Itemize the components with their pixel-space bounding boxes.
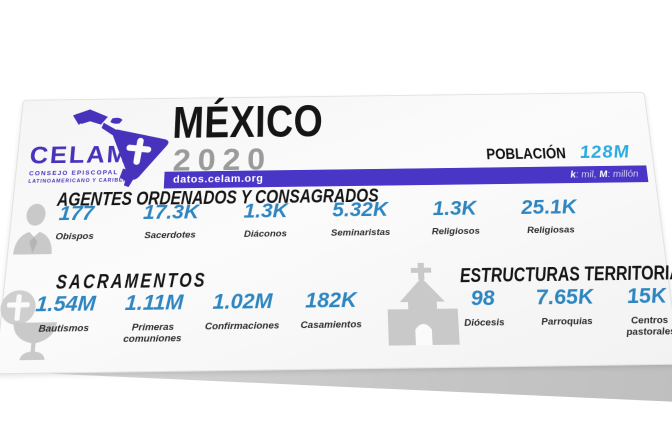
stat-sacerdotes: 17.3K Sacerdotes: [142, 201, 200, 242]
stat-obispos: 177 Obispos: [55, 202, 95, 243]
population-value: 128M: [578, 142, 632, 163]
stat-religiosas: 25.1K Religiosas: [520, 196, 578, 236]
stat-primeras-comuniones: 1.11M Primeras comuniones: [122, 291, 184, 346]
source-url: datos.celam.org: [172, 173, 264, 186]
stat-bautismos: 1.54M Bautismos: [34, 292, 97, 335]
stat-casamientos: 182K Casamientos: [300, 288, 362, 332]
stat-centros-pastorales: 15K Centros pastorales: [625, 284, 672, 339]
stat-seminaristas: 5.32K Seminaristas: [330, 198, 391, 239]
bishop-icon: [13, 203, 54, 255]
legend-millon: : millón: [606, 168, 640, 180]
celam-logo-wordmark: CELAM: [28, 140, 131, 169]
celam-logo-map-icon: [72, 109, 170, 188]
stat-parroquias: 7.65K Parroquias: [535, 285, 595, 328]
stat-diocesis: 98 Diócesis: [463, 286, 505, 329]
chalice-icon: [0, 289, 58, 361]
stat-religiosos: 1.3K Religiosos: [431, 197, 481, 238]
legend-mil: : mil,: [575, 169, 600, 180]
stats-row-estructuras: 98 Diócesis 7.65K Parroquias 15K Centros…: [441, 284, 672, 341]
stat-diaconos: 1.3K Diáconos: [243, 199, 288, 240]
church-icon: [386, 262, 460, 346]
stats-row-sacramentos: 1.54M Bautismos 1.11M Primeras comunione…: [17, 288, 376, 346]
infographic-card: CELAM CONSEJO EPISCOPAL LATINOAMERICANO …: [0, 91, 672, 375]
units-legend: k: mil, M: millón: [570, 169, 639, 180]
population-block: POBLACIÓN 128M: [466, 143, 631, 165]
stats-row-agentes: 177 Obispos 17.3K Sacerdotes 1.3K Diácon…: [26, 196, 599, 243]
country-title: MÉXICO: [171, 96, 324, 148]
stat-confirmaciones: 1.02M Confirmaciones: [204, 289, 280, 333]
population-label: POBLACIÓN: [486, 144, 568, 163]
celam-logo-subtitle-1: CONSEJO EPISCOPAL: [28, 169, 119, 178]
